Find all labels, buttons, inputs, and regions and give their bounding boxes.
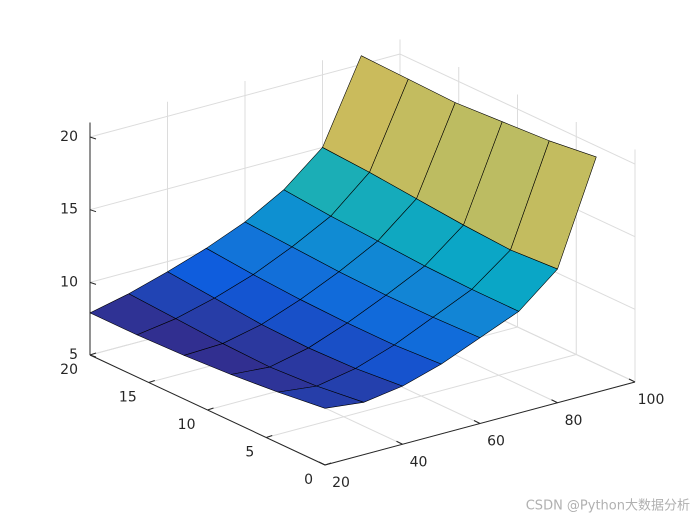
x-tick: [551, 399, 558, 404]
z-tick: [89, 354, 97, 358]
x-tick-label: 60: [487, 434, 505, 450]
grid-line: [266, 354, 577, 438]
z-tick-label: 20: [60, 129, 78, 145]
x-tick: [396, 440, 403, 445]
y-tick: [266, 435, 273, 438]
z-tick-label: 15: [60, 202, 78, 218]
y-tick-label: 0: [304, 472, 313, 488]
x-tick-label: 80: [565, 413, 583, 429]
y-tick-label: 10: [178, 417, 196, 433]
z-tick-label: 10: [60, 274, 78, 290]
y-tick-label: 5: [245, 445, 254, 461]
grid-line: [399, 53, 636, 165]
x-tick: [318, 461, 326, 466]
x-tick-label: 40: [410, 454, 428, 470]
x-tick: [628, 378, 636, 383]
z-tick-label: 5: [69, 347, 78, 363]
y-tick: [324, 462, 332, 466]
surface-patch: [277, 385, 365, 409]
y-tick-label: 20: [60, 362, 78, 378]
grid-line: [89, 53, 401, 138]
watermark: CSDN @Python大数据分析: [526, 499, 690, 514]
y-tick: [89, 352, 97, 356]
x-tick-label: 100: [638, 392, 665, 408]
z-tick: [89, 209, 97, 213]
y-tick-label: 15: [119, 390, 137, 406]
x-tick: [473, 420, 481, 424]
z-tick: [89, 281, 97, 285]
z-tick: [89, 136, 97, 140]
x-tick-label: 20: [332, 475, 350, 491]
y-tick: [148, 380, 155, 383]
y-tick: [207, 407, 214, 411]
